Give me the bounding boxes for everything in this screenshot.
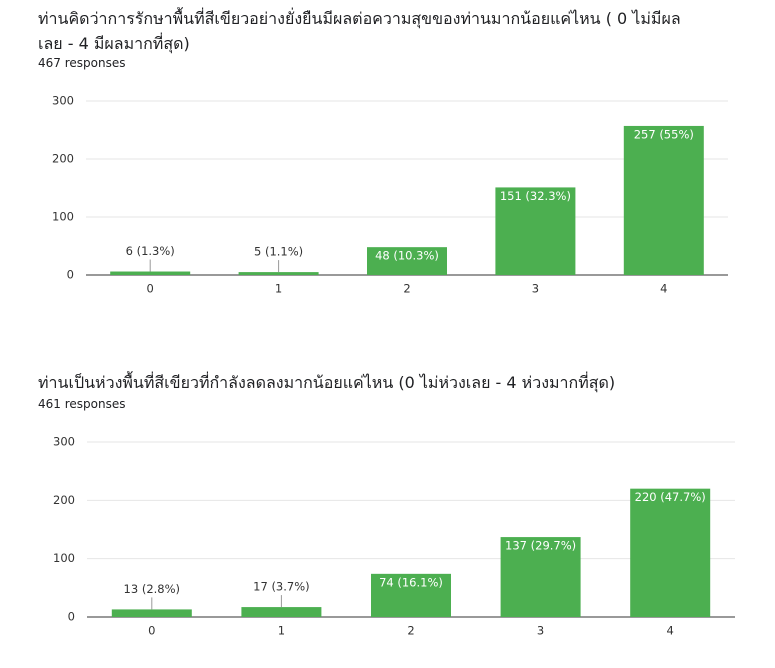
- value-label: 257 (55%): [634, 127, 694, 141]
- x-tick-label: 0: [148, 624, 155, 638]
- x-tick-label: 4: [660, 282, 667, 296]
- bar: [110, 271, 191, 275]
- bar: [241, 607, 322, 617]
- response-count: 467 responses: [38, 56, 126, 70]
- response-count: 461 responses: [38, 397, 126, 411]
- y-tick-label: 200: [53, 493, 75, 507]
- value-label: 6 (1.3%): [126, 244, 175, 258]
- bar: [495, 187, 576, 275]
- x-tick-label: 1: [275, 282, 282, 296]
- y-tick-label: 300: [52, 94, 74, 108]
- value-label: 13 (2.8%): [124, 582, 180, 596]
- bar: [238, 272, 319, 275]
- value-label: 5 (1.1%): [254, 245, 303, 259]
- value-label: 220 (47.7%): [635, 490, 706, 504]
- bar: [630, 488, 711, 617]
- x-tick-label: 3: [537, 624, 544, 638]
- value-label: 137 (29.7%): [505, 539, 576, 553]
- x-tick-label: 1: [278, 624, 285, 638]
- bar: [623, 125, 704, 275]
- bar: [367, 247, 447, 275]
- x-tick-label: 0: [147, 282, 154, 296]
- chart: 0 100 200 300 0 13 (2.8%) 1 17 (3.7%) 2 74 (16.1%…: [53, 435, 735, 638]
- y-tick-label: 100: [53, 551, 75, 565]
- x-tick-label: 2: [407, 624, 414, 638]
- value-label: 74 (16.1%): [379, 575, 443, 589]
- chart-title: ท่านคิดว่าการรักษาพื้นที่สีเขียวอย่างยั่…: [38, 9, 681, 53]
- y-tick-label: 300: [53, 435, 75, 449]
- bar: [500, 537, 581, 617]
- x-tick-label: 2: [403, 282, 410, 296]
- chart: 0 100 200 300 0 6 (1.3%) 1 5 (1.1%) 2 48 (10.3%) 3…: [52, 94, 728, 296]
- bar: [371, 573, 451, 617]
- x-tick-label: 4: [667, 624, 674, 638]
- y-tick-label: 100: [52, 210, 74, 224]
- y-tick-label: 0: [68, 610, 75, 624]
- value-label: 17 (3.7%): [253, 580, 309, 594]
- value-label: 151 (32.3%): [500, 189, 571, 203]
- value-label: 48 (10.3%): [375, 249, 439, 263]
- y-tick-label: 0: [67, 268, 74, 282]
- x-tick-label: 3: [532, 282, 539, 296]
- chart-title: ท่านเป็นห่วงพื้นที่สีเขียวที่กำลังลดลงมา…: [38, 373, 616, 392]
- y-tick-label: 200: [52, 152, 74, 166]
- bar: [111, 609, 192, 617]
